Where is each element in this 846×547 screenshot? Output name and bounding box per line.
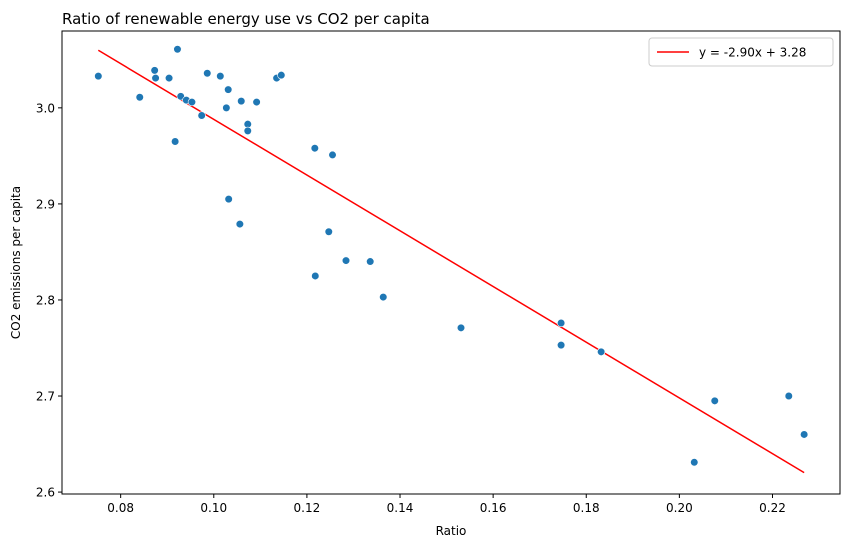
x-tick-label: 0.12 <box>294 501 321 515</box>
data-point <box>216 72 225 81</box>
data-point <box>324 227 333 236</box>
data-point <box>243 126 252 136</box>
data-point <box>252 97 261 107</box>
data-point <box>456 323 466 332</box>
data-point <box>203 69 212 78</box>
x-tick-label: 0.16 <box>480 501 507 515</box>
data-point <box>164 73 174 83</box>
x-axis: 0.08 0.10 0.12 0.14 0.16 0.18 0.20 0.22 <box>107 494 786 515</box>
y-tick-label: 3.0 <box>36 101 55 115</box>
data-point <box>197 111 206 120</box>
data-point <box>557 318 566 328</box>
x-tick-label: 0.14 <box>387 501 414 515</box>
legend-box <box>648 37 834 67</box>
data-point <box>237 97 246 106</box>
y-tick-label: 2.7 <box>36 390 55 404</box>
y-axis-label: CO2 emissions per capita <box>9 186 23 339</box>
x-axis-label: Ratio <box>436 524 467 538</box>
data-point <box>151 73 160 83</box>
y-axis: 2.6 2.7 2.8 2.9 3.0 <box>36 101 62 500</box>
points-layer <box>94 45 809 467</box>
data-point <box>171 137 180 146</box>
y-tick-label: 2.9 <box>36 197 55 211</box>
x-tick-label: 0.22 <box>759 501 786 515</box>
data-point <box>311 271 320 281</box>
fit-line-layer <box>97 49 805 474</box>
legend: y = -2.90x + 3.28 <box>648 37 834 67</box>
data-point <box>800 430 809 439</box>
data-point <box>224 85 233 94</box>
fit-line <box>97 49 805 474</box>
data-point <box>176 92 185 101</box>
x-tick-label: 0.10 <box>200 501 227 515</box>
chart-title: Ratio of renewable energy use vs CO2 per… <box>62 10 430 28</box>
data-point <box>224 195 233 204</box>
data-point <box>150 66 159 75</box>
data-point <box>366 257 375 266</box>
data-point <box>135 93 144 102</box>
x-tick-label: 0.20 <box>666 501 693 515</box>
data-point <box>173 45 182 54</box>
data-point <box>379 292 388 302</box>
data-point <box>222 103 231 112</box>
data-point <box>277 71 286 80</box>
data-point <box>328 150 337 160</box>
data-point <box>187 97 196 107</box>
x-tick-label: 0.08 <box>107 501 134 515</box>
data-point <box>784 391 793 401</box>
data-point <box>310 144 319 153</box>
data-point <box>341 256 351 265</box>
x-tick-label: 0.18 <box>573 501 600 515</box>
data-point <box>597 347 606 356</box>
legend-entry-label: y = -2.90x + 3.28 <box>699 46 806 60</box>
y-tick-label: 2.8 <box>36 293 55 307</box>
data-point <box>94 72 103 81</box>
data-point <box>235 219 244 229</box>
data-point <box>690 458 699 467</box>
data-point <box>710 396 719 405</box>
y-tick-label: 2.6 <box>36 486 55 500</box>
data-point <box>557 341 566 350</box>
